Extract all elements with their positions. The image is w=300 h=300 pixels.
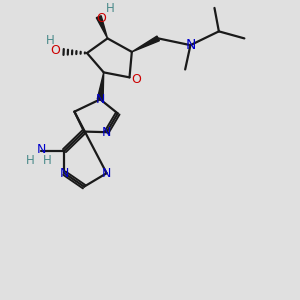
Text: O: O bbox=[97, 12, 106, 25]
Polygon shape bbox=[97, 72, 104, 100]
Text: H: H bbox=[26, 154, 34, 167]
Text: N: N bbox=[36, 143, 46, 156]
Polygon shape bbox=[132, 36, 159, 52]
Polygon shape bbox=[96, 16, 107, 38]
Text: H: H bbox=[106, 2, 115, 15]
Text: H: H bbox=[46, 34, 55, 47]
Text: O: O bbox=[131, 73, 141, 86]
Text: H: H bbox=[43, 154, 52, 167]
Text: N: N bbox=[186, 38, 196, 52]
Text: N: N bbox=[102, 126, 111, 139]
Text: O: O bbox=[50, 44, 60, 58]
Text: N: N bbox=[102, 167, 111, 180]
Text: N: N bbox=[60, 167, 69, 180]
Text: N: N bbox=[95, 93, 105, 106]
